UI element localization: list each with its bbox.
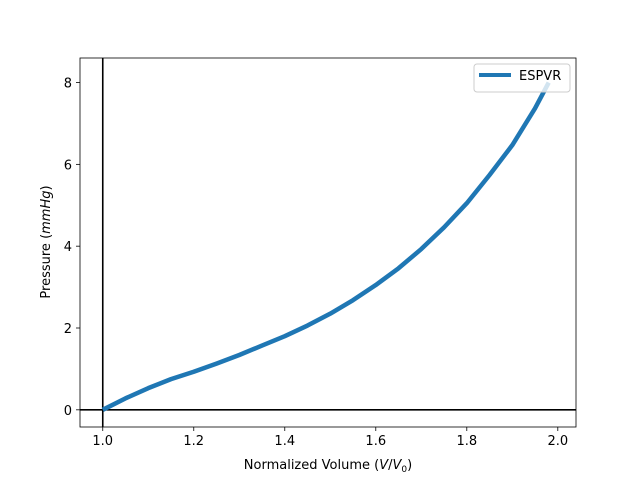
x-tick-label: 1.6 — [365, 434, 386, 449]
y-axis-label: Pressure (mmHg) — [39, 185, 54, 298]
legend-label-espvr: ESPVR — [519, 69, 561, 84]
x-tick-label: 1.2 — [183, 434, 204, 449]
legend-box — [473, 63, 571, 93]
y-tick-label: 0 — [64, 404, 72, 419]
x-tick-label: 1.8 — [456, 434, 477, 449]
x-tick-label: 2.0 — [547, 434, 568, 449]
x-axis-label: Normalized Volume (V/V0) — [244, 458, 412, 475]
y-tick-label: 2 — [64, 322, 72, 337]
y-tick-label: 8 — [64, 77, 72, 92]
series-line-espvr — [101, 81, 551, 412]
legend: ESPVR — [473, 63, 571, 93]
y-tick-label: 4 — [64, 240, 72, 255]
plot-frame — [79, 57, 577, 428]
x-tick-label: 1.0 — [92, 434, 113, 449]
x-tick-label: 1.4 — [274, 434, 295, 449]
y-tick-label: 6 — [64, 158, 72, 173]
plot-area — [80, 58, 576, 427]
